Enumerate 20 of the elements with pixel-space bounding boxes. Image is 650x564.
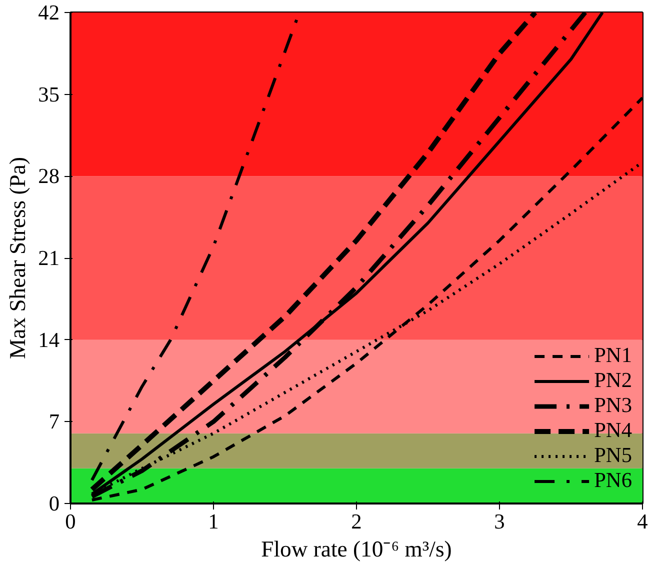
x-tick-label: 3: [494, 510, 505, 534]
x-tick-label: 0: [65, 510, 76, 534]
legend-label: PN5: [594, 443, 632, 468]
legend-label: PN1: [594, 343, 632, 368]
y-axis-title: Max Shear Stress (Pa): [5, 157, 30, 359]
y-tick-label: 0: [48, 492, 60, 516]
x-tick-label: 2: [351, 510, 362, 534]
y-tick-label: 28: [38, 164, 60, 188]
y-tick-label: 14: [38, 328, 60, 352]
y-tick-label: 7: [48, 410, 60, 434]
x-tick-label: 1: [208, 510, 219, 534]
legend-label: PN4: [594, 418, 632, 443]
y-tick-label: 35: [38, 82, 60, 106]
legend-label: PN2: [594, 368, 632, 393]
x-axis-title: Flow rate (10⁻⁶ m³/s): [261, 536, 452, 562]
x-tick-label: 4: [637, 510, 648, 534]
legend-label: PN3: [594, 393, 632, 418]
legend-label: PN6: [594, 468, 632, 493]
y-tick-label: 42: [38, 0, 60, 24]
y-tick-label: 21: [38, 246, 60, 270]
